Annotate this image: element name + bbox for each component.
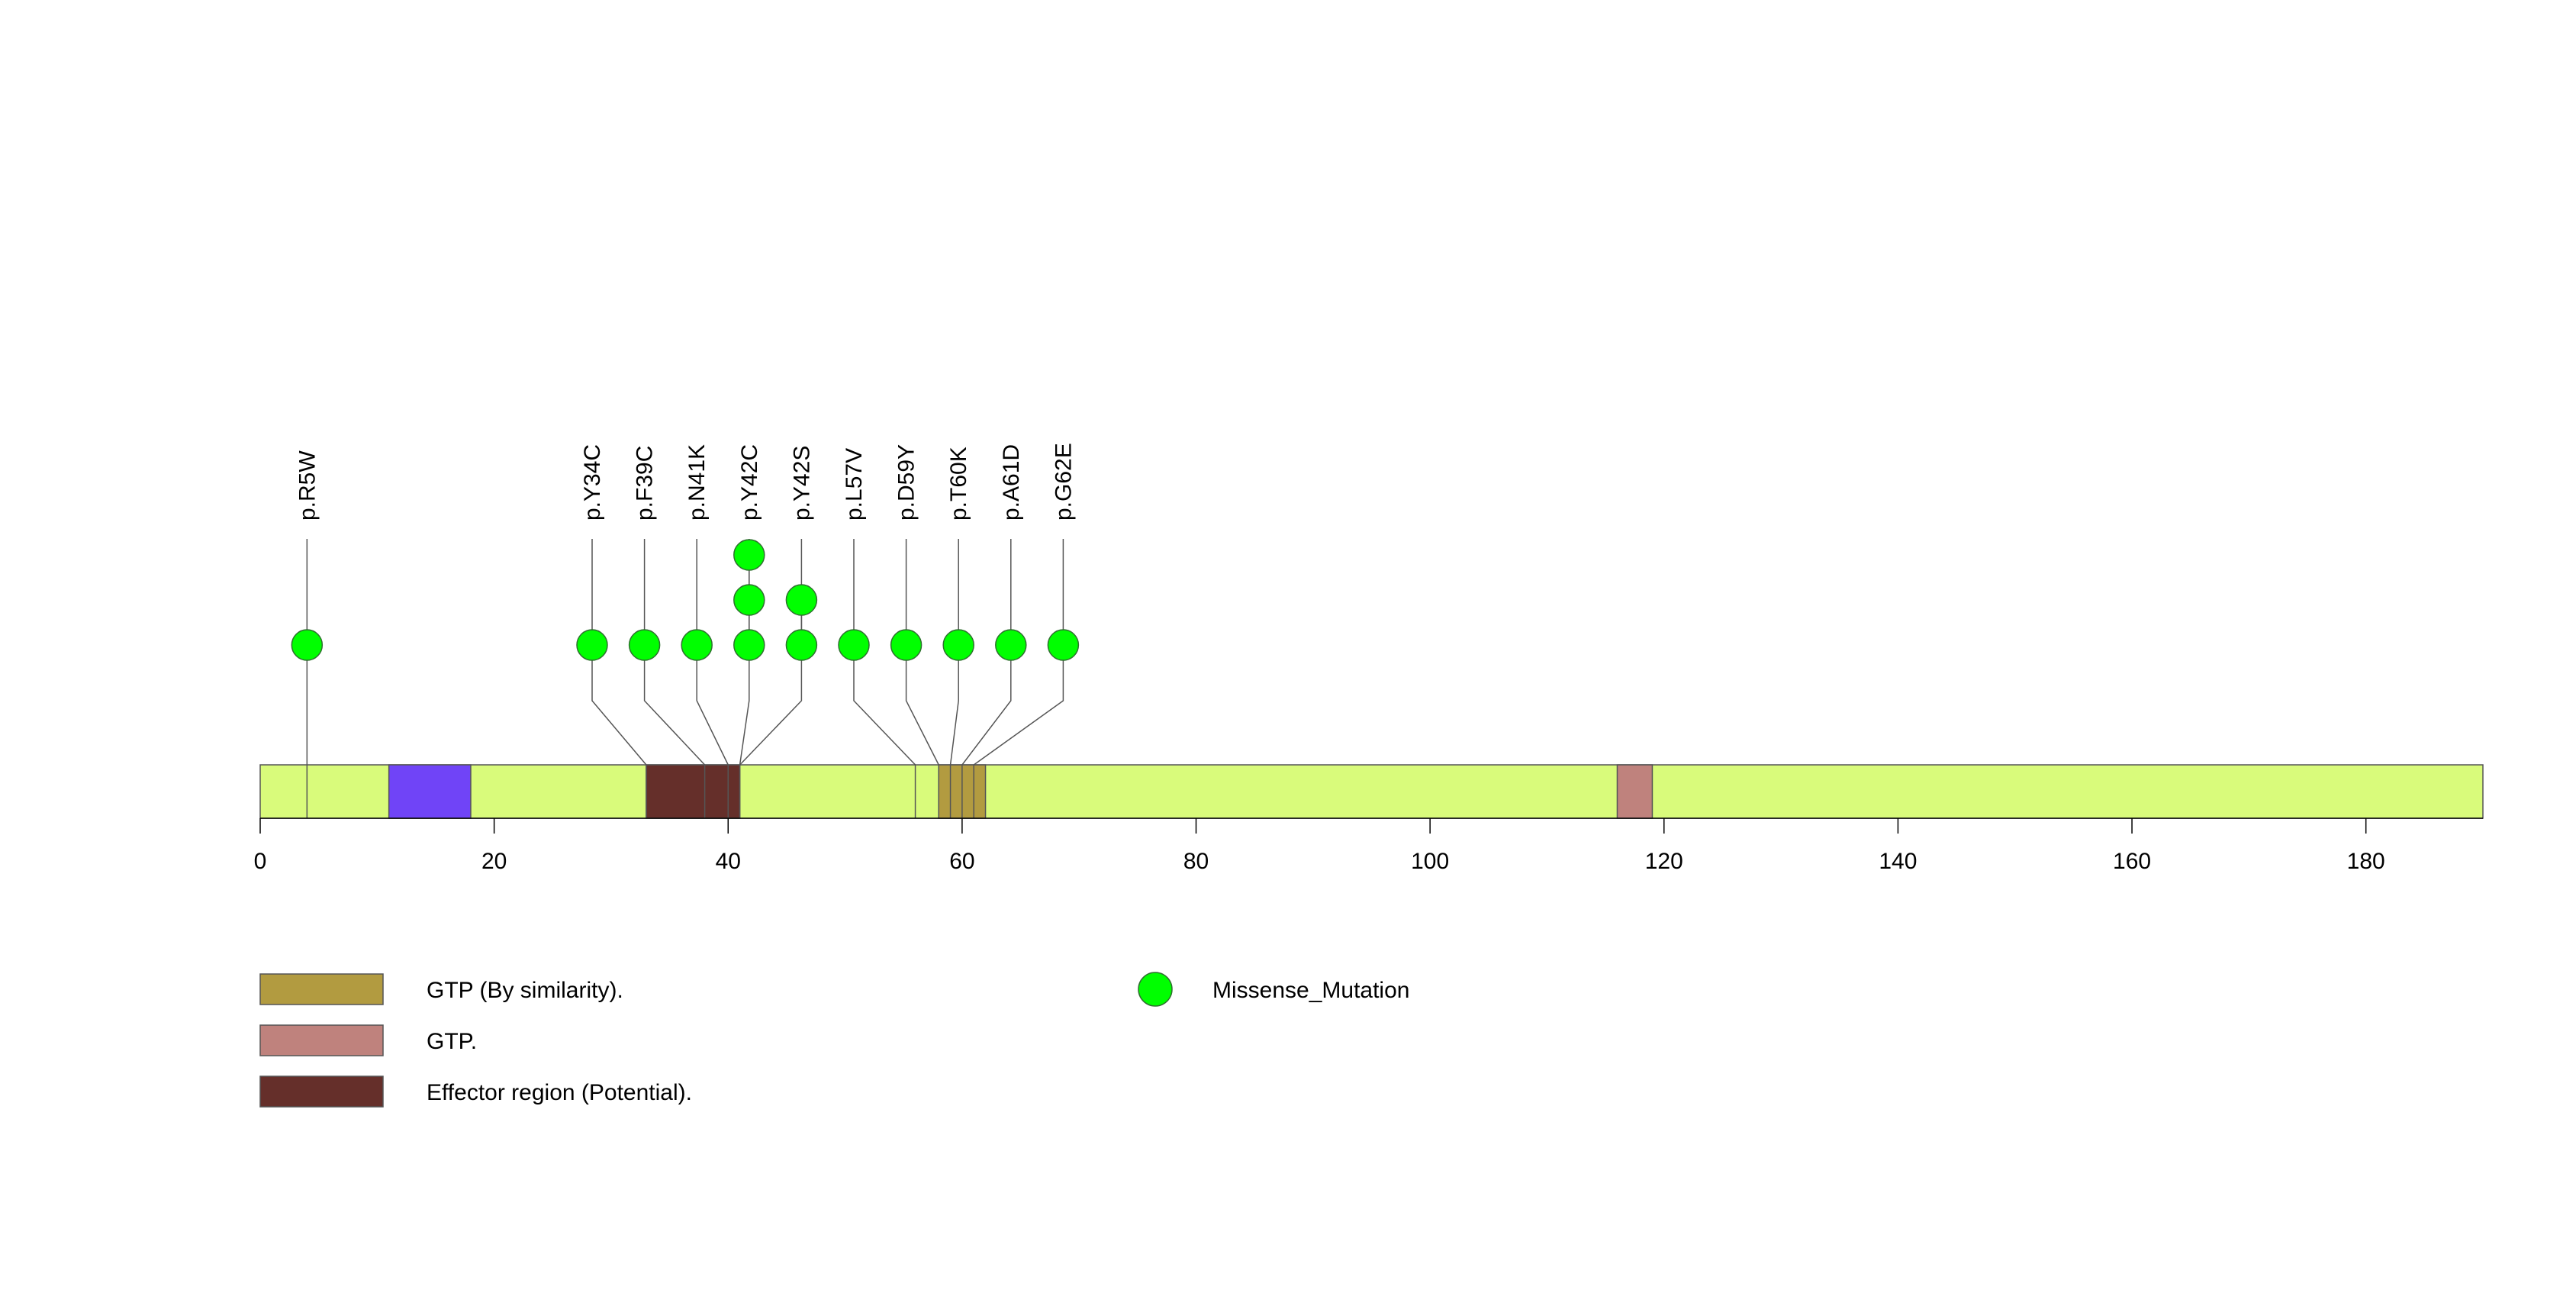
axis-tick-label-0: 0	[254, 849, 267, 874]
protein-backbone	[259, 764, 2484, 819]
connector-8	[949, 539, 959, 766]
mutation-label-3: p.N41K	[684, 444, 710, 521]
connector-2	[643, 539, 706, 766]
domain-3	[1616, 764, 1653, 819]
mutation-label-8: p.T60K	[946, 447, 971, 521]
mutation-label-6: p.L57V	[842, 448, 867, 521]
connector-10	[973, 539, 1064, 766]
mutation-circle-0-0	[291, 629, 324, 661]
connector-7	[905, 539, 939, 766]
legend-label-0: GTP (By similarity).	[427, 978, 623, 1003]
legend-label-2: Effector region (Potential).	[427, 1080, 692, 1105]
mutation-circle-2-0	[628, 629, 661, 661]
axis-tick-label-20: 20	[481, 849, 507, 874]
mutation-circle-7-0	[890, 629, 923, 661]
mutation-circle-5-0	[785, 629, 818, 661]
mutation-circle-10-0	[1047, 629, 1080, 661]
x-axis: 0 20 40 60 80 100 120 140 160 180	[254, 818, 2483, 874]
mutation-circle-1-0	[576, 629, 608, 661]
mutation-label-9: p.A61D	[999, 444, 1024, 521]
connector-9	[961, 539, 1012, 766]
mutation-label-2: p.F39C	[633, 446, 658, 521]
axis-tick-label-120: 120	[1645, 849, 1683, 874]
domain-0	[388, 764, 472, 819]
axis-tick-label-180: 180	[2347, 849, 2385, 874]
mutation-label-0: p.R5W	[295, 450, 320, 521]
legend-swatch-0	[259, 973, 384, 1005]
mutation-label-10: p.G62E	[1051, 443, 1076, 521]
mutation-circle-9-0	[995, 629, 1027, 661]
mutation-label-7: p.D59Y	[894, 444, 919, 521]
mutation-circle-8-0	[942, 629, 974, 661]
mutation-circles	[291, 539, 1080, 661]
legend: GTP (By similarity). GTP. Effector region …	[259, 972, 1409, 1108]
legend-mutation-label-0: Missense_Mutation	[1212, 978, 1409, 1003]
mutation-circle-5-1	[785, 584, 818, 616]
axis-tick-label-80: 80	[1183, 849, 1209, 874]
legend-swatch-1	[259, 1024, 384, 1056]
mutation-label-5: p.Y42S	[789, 446, 814, 521]
mutation-circle-3-0	[681, 629, 713, 661]
domain-1	[646, 764, 741, 819]
axis-tick-label-160: 160	[2113, 849, 2151, 874]
mutation-circle-4-2	[733, 539, 765, 571]
axis-tick-label-100: 100	[1411, 849, 1449, 874]
legend-label-1: GTP.	[427, 1029, 477, 1054]
legend-swatch-2	[259, 1076, 384, 1108]
mutation-circle-6-0	[838, 629, 870, 661]
legend-mutation-circle-0	[1138, 972, 1173, 1007]
axis-tick-label-60: 60	[949, 849, 974, 874]
connector-1	[591, 539, 647, 766]
backbone-bar	[259, 764, 2484, 819]
connector-6	[853, 539, 916, 766]
mutation-labels: p.R5W p.Y34C p.F39C p.N41K p.Y42C p.Y42S p.L57…	[295, 443, 1076, 521]
mutation-label-4: p.Y42C	[737, 444, 762, 521]
mutation-label-1: p.Y34C	[580, 444, 605, 521]
mutation-circle-4-0	[733, 629, 765, 661]
axis-tick-label-40: 40	[716, 849, 741, 874]
mutation-circle-4-1	[733, 584, 765, 616]
axis-tick-label-140: 140	[1879, 849, 1917, 874]
mutation-stems	[749, 555, 803, 645]
connector-3	[696, 539, 729, 766]
